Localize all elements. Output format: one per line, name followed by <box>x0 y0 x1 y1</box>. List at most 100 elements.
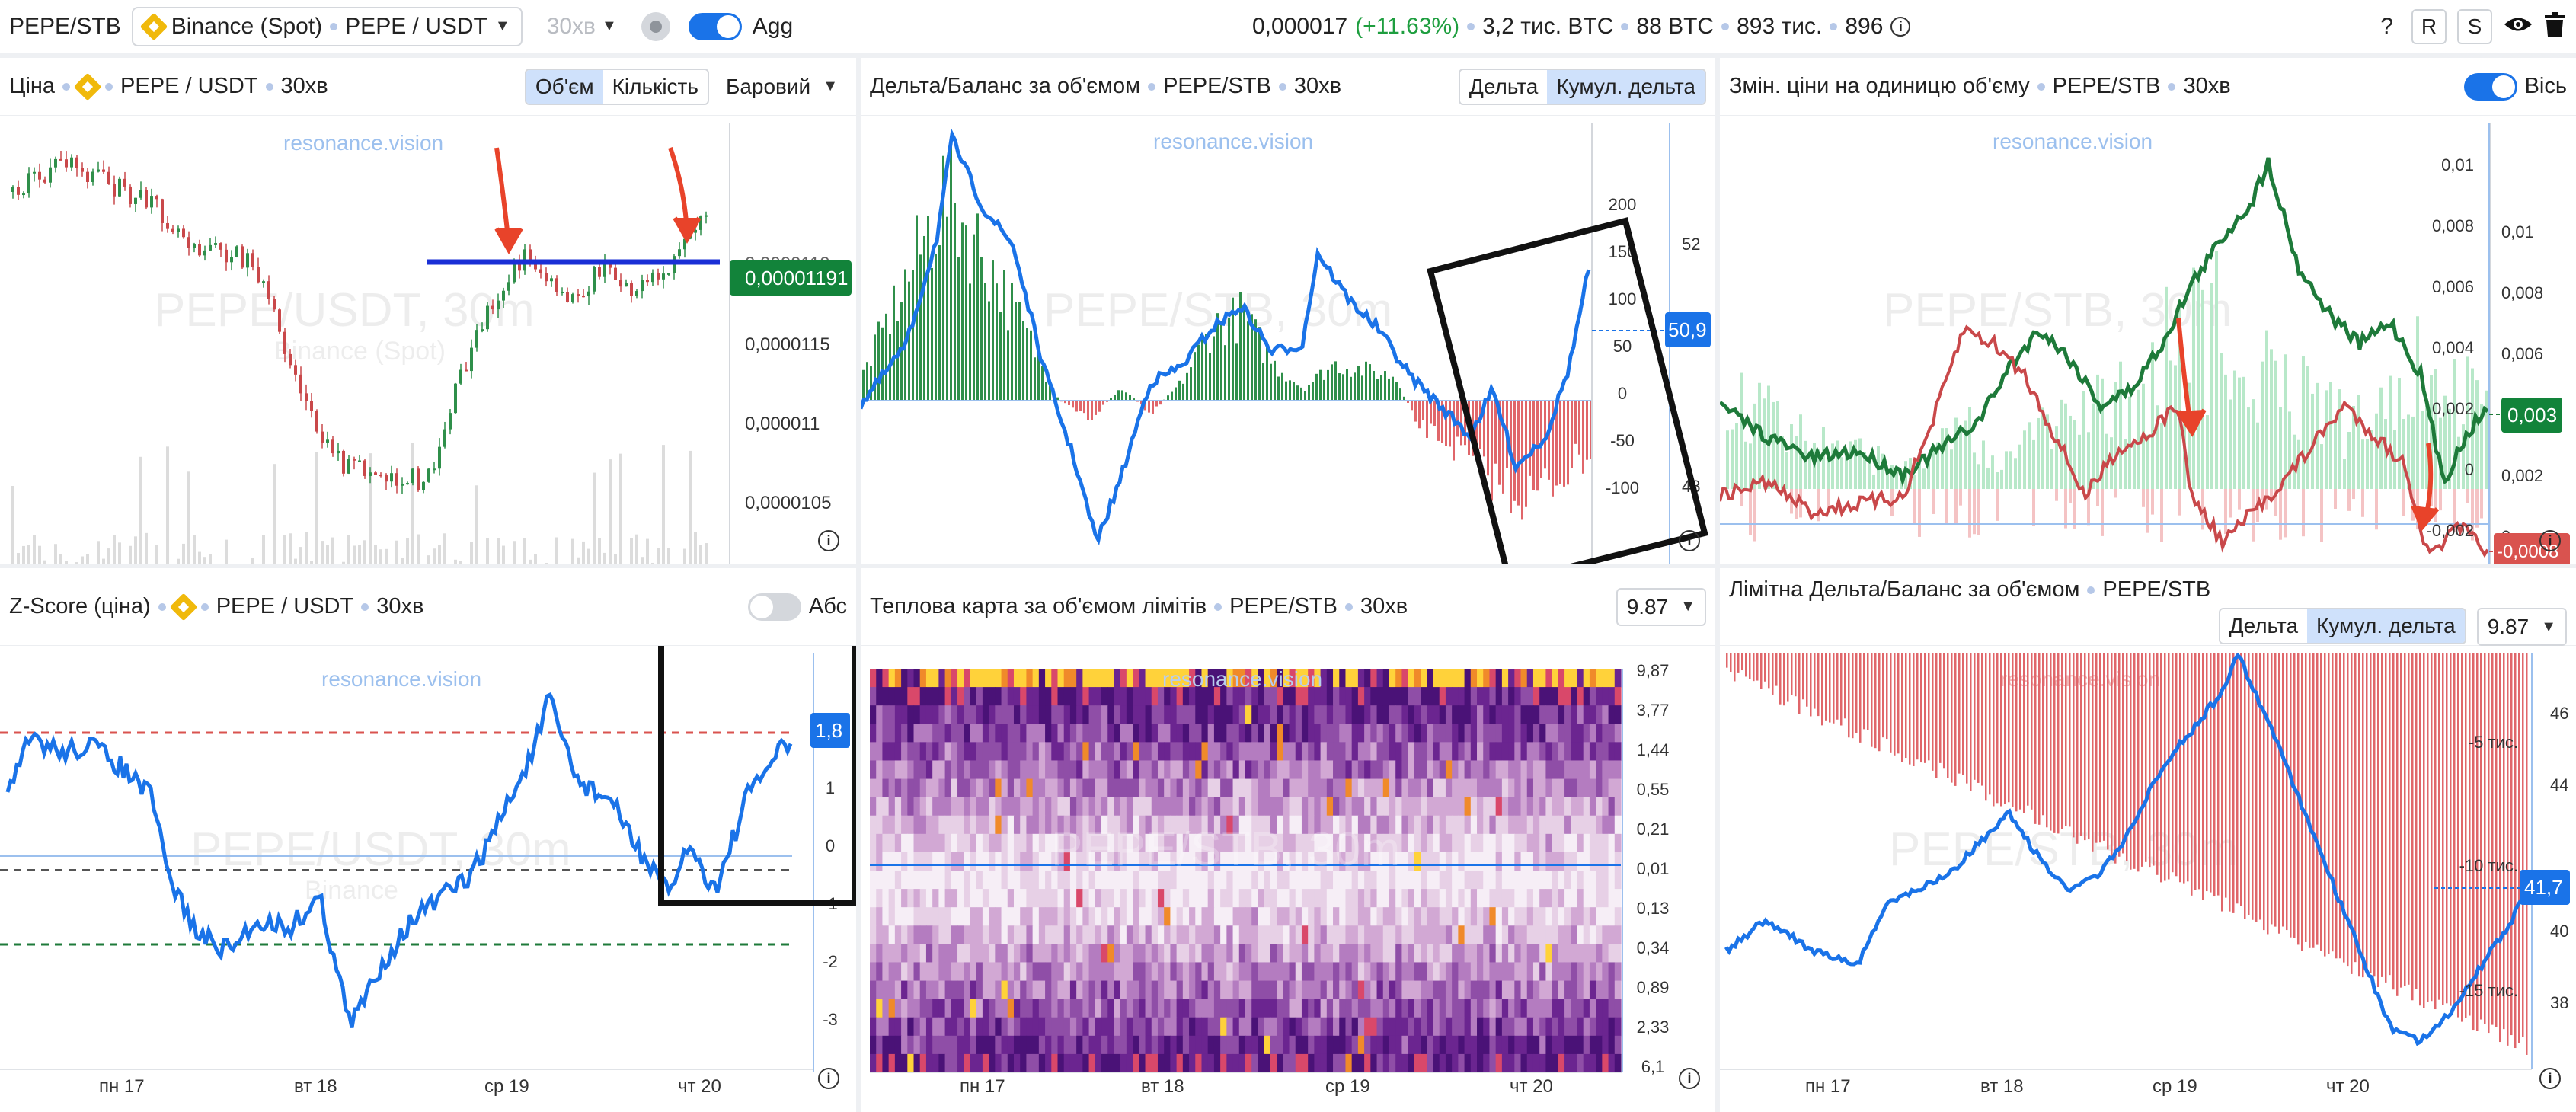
heat-cell <box>1433 944 1440 963</box>
pcv-bar <box>2073 420 2076 489</box>
info-icon[interactable]: i <box>2539 1068 2561 1089</box>
axis-toggle[interactable] <box>2463 72 2517 101</box>
cumulative-delta-button[interactable]: Кумул. дельта <box>1547 69 1705 104</box>
help-button[interactable]: ? <box>2380 14 2393 39</box>
volume-bar <box>363 540 366 564</box>
heat-cell <box>1270 669 1277 688</box>
heat-cell <box>1314 962 1322 982</box>
green-value-tag <box>2501 398 2562 433</box>
heat-cell <box>1088 944 1096 963</box>
limit-bar <box>1760 653 1763 689</box>
heat-cell <box>1001 797 1008 816</box>
limit-bar <box>2103 653 2105 841</box>
quantity-button[interactable]: Кількість <box>612 74 698 98</box>
heat-cell <box>870 742 877 762</box>
chart-type-select[interactable]: Баровий ▼ <box>717 68 847 106</box>
abs-toggle[interactable] <box>747 593 801 621</box>
heat-cell <box>1095 742 1102 762</box>
heat-cell <box>1139 797 1146 816</box>
heat-cell <box>1270 797 1277 816</box>
price-chart[interactable]: 0,0000119 0,00001191 0,0000115 0,000011 … <box>0 116 856 564</box>
heat-cell <box>1289 944 1296 963</box>
heat-cell <box>1301 871 1309 890</box>
heat-cell <box>1408 742 1415 762</box>
r-button[interactable]: R <box>2411 9 2447 44</box>
record-icon[interactable] <box>641 11 670 41</box>
delta-button[interactable]: Дельта <box>1469 74 1539 98</box>
limit-bar <box>2126 653 2128 861</box>
heat-cell <box>870 1053 877 1073</box>
heatmap-chart[interactable]: 9,873,771,440,550,210,010,130,340,892,33… <box>861 646 1715 1112</box>
heat-cell <box>1001 962 1008 982</box>
heat-cell <box>1076 797 1083 816</box>
candle <box>571 294 574 302</box>
heat-cell <box>1526 705 1534 724</box>
agg-toggle[interactable] <box>688 12 742 40</box>
heat-cell <box>1232 962 1240 982</box>
heat-cell <box>1126 944 1133 963</box>
heat-cell <box>1552 925 1559 944</box>
eye-icon[interactable] <box>2503 13 2533 41</box>
info-icon[interactable]: i <box>1679 530 1700 551</box>
volume-button[interactable]: Об'єм <box>526 69 603 104</box>
heat-cell <box>957 778 964 798</box>
info-icon[interactable]: i <box>818 1068 839 1089</box>
volume-bar <box>369 453 372 564</box>
cumulative-delta-button[interactable]: Кумул. дельта <box>2307 609 2465 643</box>
depth-select[interactable]: 9.87 ▼ <box>1616 587 1706 626</box>
heat-cell <box>1232 852 1240 871</box>
heat-cell <box>951 962 958 982</box>
heat-cell <box>1439 669 1446 688</box>
s-button[interactable]: S <box>2457 9 2492 44</box>
limit-bar <box>2312 653 2315 948</box>
pcv-bar <box>2060 399 2063 489</box>
heat-cell <box>1608 724 1616 743</box>
heat-cell <box>1596 1053 1603 1073</box>
exchange-market-select[interactable]: Binance (Spot) PEPE / USDT ▼ <box>131 6 523 46</box>
heat-cell <box>1258 944 1265 963</box>
heat-cell <box>932 760 939 780</box>
heat-cell <box>1389 944 1396 963</box>
pcv-bar <box>2247 407 2250 489</box>
heat-cell <box>1602 907 1609 926</box>
heat-cell <box>1526 889 1534 908</box>
heat-cell <box>1026 1017 1034 1037</box>
trash-icon[interactable] <box>2544 11 2565 42</box>
heat-cell <box>1483 871 1491 890</box>
zscore-chart[interactable]: 10-1-2-3 1,8 пн 17 вт 18 ср 19 чт 20 <box>0 646 856 1112</box>
red-line <box>1720 324 2489 558</box>
heat-cell <box>1382 980 1390 1000</box>
heat-cell <box>1532 925 1540 944</box>
interval-select[interactable]: 30хв ▼ <box>547 14 617 40</box>
info-icon[interactable]: i <box>818 530 839 551</box>
heat-cell <box>1470 705 1478 724</box>
heat-cell <box>1057 705 1065 724</box>
heat-cell <box>1226 925 1234 944</box>
heat-cell <box>1207 742 1215 762</box>
pcv-bar <box>1735 423 1738 489</box>
heat-cell <box>1414 705 1421 724</box>
heat-cell <box>1176 1017 1184 1037</box>
heat-cell <box>1614 944 1622 963</box>
heat-cell <box>1464 833 1472 853</box>
delta-bar <box>1346 369 1348 401</box>
delta-button[interactable]: Дельта <box>2229 614 2299 637</box>
heat-cell <box>982 669 989 688</box>
heat-cell <box>982 1017 989 1037</box>
limit-bar <box>1939 653 1942 763</box>
heat-cell <box>1458 705 1465 724</box>
depth-select[interactable]: 9.87 ▼ <box>2476 608 2567 646</box>
limit-bar <box>2472 653 2475 1031</box>
chevron-down-icon: ▼ <box>602 18 617 34</box>
info-icon[interactable]: i <box>1890 17 1911 37</box>
heat-cell <box>1007 1053 1015 1073</box>
heat-cell <box>1501 962 1509 982</box>
heat-cell <box>1151 925 1159 944</box>
heat-cell <box>1069 778 1077 798</box>
info-icon[interactable]: i <box>1679 1068 1700 1089</box>
info-icon[interactable]: i <box>2539 530 2561 551</box>
heat-cell <box>1320 962 1328 982</box>
